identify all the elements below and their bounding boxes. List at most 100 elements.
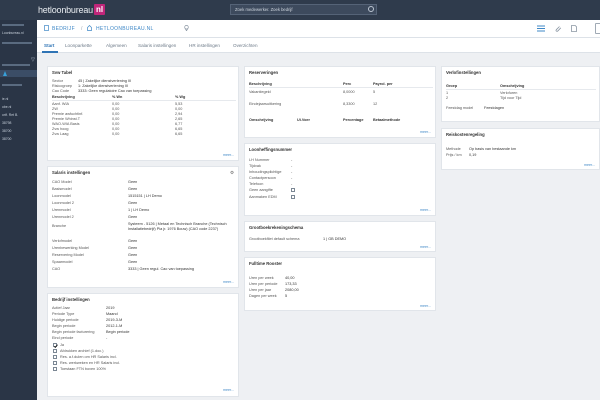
table-cell: 0,00 — [112, 102, 120, 106]
more-link[interactable]: meer... — [223, 280, 234, 284]
more-link[interactable]: meer... — [420, 208, 431, 212]
field-label: Uren per week — [249, 276, 274, 280]
field-label: Loonmodel — [52, 194, 71, 198]
tab-algemeen[interactable]: Algemeen — [106, 43, 127, 48]
reserveringen-panel: Reserveringen Beschrijving Perc Payrol. … — [244, 66, 436, 138]
col-header: % Wg — [175, 95, 186, 99]
sidebar-item-1[interactable]: Loonbureau.nl — [2, 31, 24, 35]
field-label: Periode Type — [52, 312, 75, 316]
gear-icon[interactable]: ⚙ — [229, 170, 234, 175]
col-header: Perc — [343, 82, 352, 86]
more-link[interactable]: meer... — [420, 130, 431, 134]
field-label: Verlofmodel — [52, 239, 73, 243]
reiskostenregeling-panel: Reiskostenregeling Methode Op basis van … — [441, 128, 600, 170]
cao-label: Cao Code — [52, 89, 70, 93]
sidebar-item-4[interactable]: ortf. Ret B. — [2, 113, 19, 117]
divider — [249, 87, 433, 88]
tab-bar: Start Loonparkette Algemeen Salaris inst… — [37, 38, 600, 53]
checkbox-label: Toestaan FTN boven 100% — [60, 367, 107, 371]
more-link[interactable]: meer... — [420, 304, 431, 308]
table-cell: 0,00 — [112, 122, 120, 126]
field-value: 0,19 — [469, 153, 477, 157]
sidebar-item-2[interactable]: ie.nl — [2, 97, 9, 101]
field-label: Inhoudingsplichtige — [249, 170, 282, 174]
table-cell: Zvw Laag — [52, 132, 69, 136]
sidebar-placeholder-line — [2, 42, 32, 44]
logo-text: hetloonbureau — [38, 4, 93, 15]
field-label: Eind periode — [52, 336, 74, 340]
home-icon — [87, 25, 92, 31]
alert-icon — [3, 71, 7, 76]
field-value: 2080,00 — [285, 288, 299, 292]
field-label: Spaarmodel — [52, 260, 73, 264]
search-input[interactable]: Zoek medewerker. Zoek bedrijf — [230, 4, 377, 15]
field-value: Geen — [128, 260, 138, 264]
sidebar-placeholder-line — [2, 84, 22, 86]
table-cell: 6,77 — [175, 122, 183, 126]
more-link[interactable]: meer... — [584, 163, 595, 167]
panel-title: Loonheffingsnummer — [249, 147, 293, 152]
table-cell: 0,00 — [112, 107, 120, 111]
checkbox[interactable] — [53, 367, 57, 371]
checkbox[interactable] — [53, 361, 57, 365]
tab-hr-instellingen[interactable]: HR instellingen — [189, 43, 220, 48]
breadcrumb-part-1[interactable]: BEDRIJF — [52, 26, 75, 32]
table-cell: Verlofuren — [500, 91, 518, 95]
sidebar-item-7[interactable]: 38700 — [2, 137, 12, 141]
checkbox[interactable] — [291, 188, 295, 192]
checkbox[interactable] — [291, 195, 295, 199]
field-value: 1 | LH Demo — [128, 208, 150, 212]
sidebar-item-6[interactable]: 38700 — [2, 129, 12, 133]
panel-title: Verlofinstellingen — [446, 70, 481, 75]
more-link[interactable]: meer... — [223, 388, 234, 392]
breadcrumb-part-2[interactable]: HETLOONBUREAU.NL — [96, 26, 154, 32]
sidebar-item-5[interactable]: 38798 — [2, 121, 12, 125]
breadcrumb-separator: / — [81, 26, 83, 32]
table-cell: 6,65 — [175, 127, 183, 131]
sidebar-active-row[interactable] — [0, 70, 37, 77]
tab-salaris-instellingen[interactable]: Salaris instellingen — [138, 43, 177, 48]
header-action-button[interactable] — [595, 23, 600, 34]
field-label: Urenmodel 2 — [52, 215, 74, 219]
sector-value: 45 | Zakelijke dienstverlening III — [78, 79, 132, 83]
field-label: Branche — [52, 224, 67, 228]
svw-tabel-panel: Svw Tabel Sector 45 | Zakelijke dienstve… — [47, 66, 239, 161]
document-icon[interactable] — [570, 25, 578, 32]
checkbox[interactable] — [53, 343, 57, 347]
table-cell: 0,00 — [112, 127, 120, 131]
checkbox-label: Ja — [60, 343, 65, 347]
panel-title: Bedrijf instellingen — [52, 297, 90, 302]
building-icon — [44, 25, 49, 31]
field-value: Geen — [128, 253, 138, 257]
col-header: Betaalmethode — [373, 118, 401, 122]
attachment-icon[interactable] — [554, 25, 562, 32]
app-logo[interactable]: hetloonbureau nl — [38, 3, 106, 16]
field-value: - — [291, 158, 293, 162]
tab-overzichten[interactable]: Overzichten — [233, 43, 258, 48]
field-label: Telefoon — [249, 182, 264, 186]
checkbox[interactable] — [53, 355, 57, 359]
tab-start[interactable]: Start — [44, 43, 55, 48]
field-value: Begin periode — [106, 330, 130, 334]
sidebar-item-3[interactable]: obe.nl — [2, 105, 12, 109]
field-value: Maand — [106, 312, 118, 316]
checkbox[interactable] — [53, 349, 57, 353]
field-label: Uren per periode — [249, 282, 278, 286]
field-value: 2019-3-M — [106, 318, 123, 322]
list-icon[interactable] — [537, 25, 545, 32]
field-value: 1515151 | LH Demo — [128, 194, 162, 198]
more-link[interactable]: meer... — [223, 153, 234, 157]
table-cell: 5 — [373, 90, 376, 94]
table-cell: 2,65 — [175, 117, 183, 121]
location-pin-icon[interactable] — [184, 25, 189, 31]
field-value: - — [291, 164, 293, 168]
table-cell: 2,94 — [175, 112, 183, 116]
more-link[interactable]: meer... — [420, 245, 431, 249]
fulltime-rooster-panel: Fulltime Rooster Uren per week 40,00 Ure… — [244, 257, 436, 311]
table-cell: 2 — [446, 96, 449, 100]
filter-icon[interactable]: ▽ — [31, 57, 35, 63]
tab-loonparkette[interactable]: Loonparkette — [65, 43, 92, 48]
search-icon — [368, 6, 374, 12]
table-cell: 0,00 — [112, 117, 120, 121]
field-label: Basismodel — [52, 187, 72, 191]
